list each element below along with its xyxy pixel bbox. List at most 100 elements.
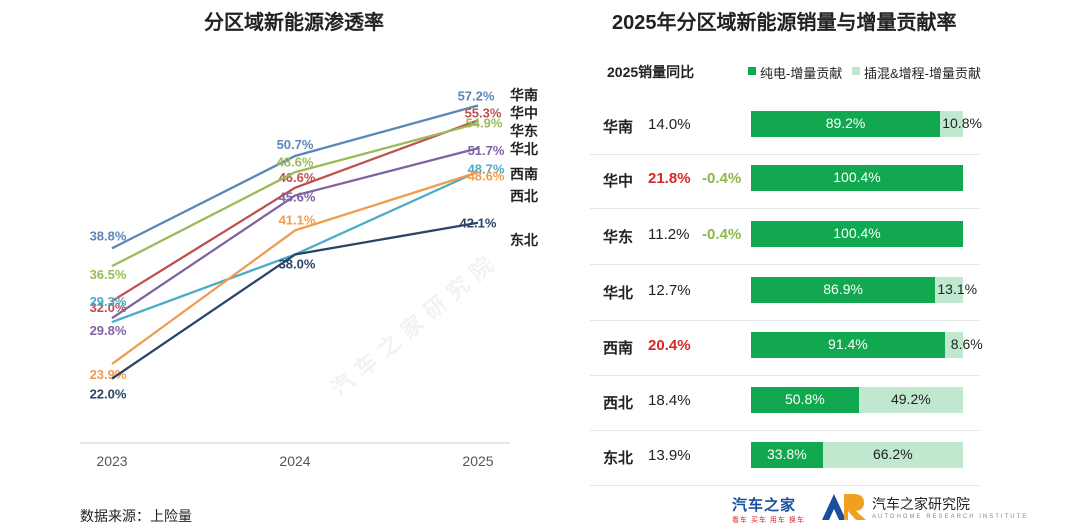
phev-segment: 49.2% [858, 387, 963, 413]
point-label: 29.3% [90, 294, 127, 309]
region-row-华中: 华中 21.8% -0.4% 100.4% [590, 150, 980, 210]
watermark-text: 汽车之家研究院 [327, 247, 504, 401]
series-end-label: 西南 [510, 166, 538, 182]
series-line-华北 [111, 147, 479, 320]
stacked-bar: 100.4% [751, 165, 971, 191]
point-label: 45.6% [279, 190, 316, 205]
series-end-label: 华南 [510, 87, 538, 103]
right-chart-title: 2025年分区域新能源销量与增量贡献率 [612, 12, 957, 34]
region-row-东北: 东北 13.9% 33.8% 66.2% [590, 427, 980, 487]
ev-label: 100.4% [833, 169, 881, 185]
series-end-label: 东北 [510, 232, 538, 248]
point-label: 48.6% [277, 154, 314, 169]
phev-segment: 13.1% [935, 277, 977, 303]
point-label: 50.7% [277, 137, 314, 152]
x-tick-label: 2023 [96, 453, 127, 469]
point-label: 55.3% [465, 105, 502, 120]
ev-segment: 100.4% [751, 165, 963, 191]
phev-label: 66.2% [872, 446, 913, 462]
legend-phev-swatch [852, 67, 860, 75]
point-label: 48.6% [468, 168, 505, 183]
series-line-西北 [111, 171, 479, 365]
stacked-bar: 86.9% 13.1% [751, 277, 977, 303]
phev-label: 13.1% [937, 281, 978, 297]
point-label: 23.9% [90, 367, 127, 382]
region-label: 西北 [603, 395, 634, 412]
autohome-logo-text: 汽车之家 [732, 497, 797, 514]
x-tick-label: 2025 [462, 453, 493, 469]
phev-negative-label: -0.4% [702, 226, 742, 243]
ev-segment: 91.4% [751, 332, 945, 358]
row-divider [590, 485, 980, 486]
ev-segment: 50.8% [751, 387, 859, 413]
ev-label: 33.8% [766, 446, 807, 462]
ev-label: 100.4% [833, 225, 881, 241]
point-label: 29.8% [90, 323, 127, 338]
point-label: 57.2% [458, 89, 495, 104]
stacked-bar: 33.8% 66.2% [751, 442, 971, 468]
institute-logo-icon [822, 494, 866, 520]
point-label: 42.1% [460, 216, 497, 231]
point-label: 46.6% [279, 170, 316, 185]
ev-label: 50.8% [784, 391, 825, 407]
region-label: 西南 [603, 340, 634, 357]
phev-segment: 10.8% [940, 111, 982, 137]
stacked-bar: 50.8% 49.2% [751, 387, 971, 413]
autohome-logo-tagline: 看车 买车 用车 换车 [732, 517, 805, 524]
point-label: 41.1% [279, 212, 316, 227]
series-end-label: 华北 [510, 141, 538, 157]
legend-phev-label: 插混&增程-增量贡献 [864, 66, 982, 81]
series-line-华南 [111, 104, 479, 250]
series-line-东北 [111, 221, 479, 380]
penetration-line-chart: 汽车之家研究院 2023 2024 2025 38.8% 50.7% 57.2% 华南 32.0… [80, 87, 538, 469]
series-line-华东 [111, 122, 479, 268]
autohome-logo: 汽车之家 看车 买车 用车 换车 [732, 494, 805, 525]
point-label: 54.9% [466, 115, 503, 130]
left-chart-title: 分区域新能源渗透率 [204, 12, 384, 34]
region-label: 华中 [603, 173, 634, 190]
legend-ev-swatch [748, 67, 756, 75]
phev-segment: 8.6% [944, 332, 983, 358]
stacked-bar: 91.4% 8.6% [751, 332, 983, 358]
row-divider [590, 375, 980, 376]
yoy-value: 13.9% [648, 447, 691, 464]
region-row-西南: 西南 20.4% 91.4% 8.6% [590, 317, 983, 377]
institute-logo-text: 汽车之家研究院 [872, 496, 970, 512]
series-end-label: 华中 [510, 105, 538, 121]
yoy-value: 14.0% [648, 116, 691, 133]
ev-segment: 89.2% [751, 111, 941, 137]
region-row-华北: 华北 12.7% 86.9% 13.1% [590, 262, 980, 322]
point-label: 51.7% [468, 143, 505, 158]
row-divider [590, 430, 980, 431]
ev-label: 86.9% [823, 281, 863, 297]
point-label: 32.0% [90, 300, 127, 315]
ev-segment: 33.8% [751, 442, 823, 468]
region-label: 华东 [603, 229, 634, 246]
region-label: 华北 [603, 285, 634, 302]
row-divider [590, 208, 980, 209]
point-label: 22.0% [90, 387, 127, 402]
series-line-华中 [111, 119, 479, 303]
row-divider [590, 264, 980, 265]
phev-negative-label: -0.4% [702, 170, 742, 187]
region-row-华东: 华东 11.2% -0.4% 100.4% [590, 206, 980, 266]
yoy-value: 20.4% [648, 337, 691, 354]
point-label: 36.5% [90, 267, 127, 282]
region-label: 东北 [603, 450, 634, 467]
ev-segment: 86.9% [751, 277, 936, 303]
ev-segment: 100.4% [751, 221, 963, 247]
legend-ev-label: 纯电-增量贡献 [760, 66, 843, 81]
yoy-value: 11.2% [648, 226, 690, 243]
institute-logo: 汽车之家研究院 AUTOHOME RESEARCH INSTITUTE [820, 492, 1026, 527]
phev-segment: 66.2% [822, 442, 963, 468]
ev-label: 89.2% [825, 115, 866, 131]
point-label: 38.8% [90, 228, 127, 243]
x-tick-label: 2024 [279, 453, 310, 469]
region-row-西北: 西北 18.4% 50.8% 49.2% [590, 372, 980, 432]
institute-logo-en: AUTOHOME RESEARCH INSTITUTE [872, 514, 1029, 520]
row-divider [590, 320, 980, 321]
row-divider [590, 154, 980, 155]
stacked-bar: 100.4% [751, 221, 971, 247]
yoy-value: 21.8% [648, 170, 691, 187]
series-end-label: 西北 [510, 188, 538, 204]
